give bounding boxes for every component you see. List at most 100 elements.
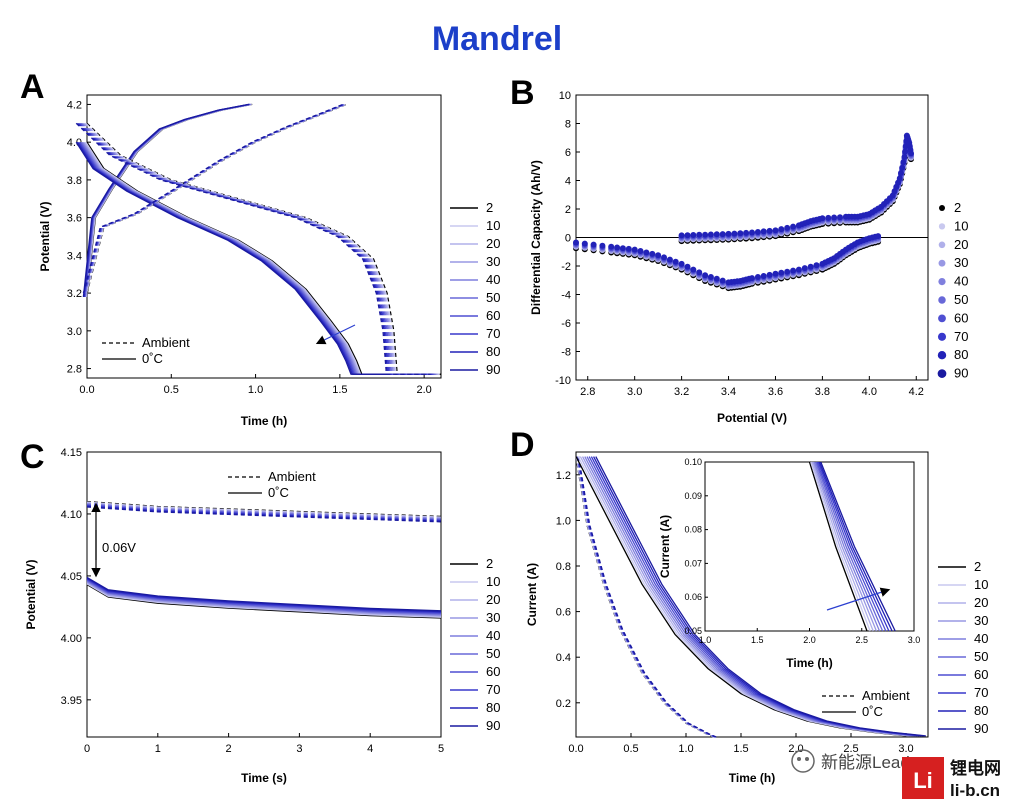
scatter-point-discharge [614,244,621,251]
scatter-point-charge [766,227,773,234]
y-tick-label: 10 [559,90,571,102]
panel-letter-c: C [20,438,45,476]
scatter-point-discharge [684,263,691,270]
series-line-0-c-charge-cycle-2 [85,103,252,297]
panel-letter-a: A [20,68,45,106]
brand-watermark: Li 锂电网 li-b.cn [902,757,1001,800]
x-tick-label: 3.6 [768,386,783,398]
scatter-point-charge [908,150,914,157]
scatter-point-discharge [795,266,802,273]
legend-label: 90 [486,718,500,733]
series-line-ambient-discharge-cycle-0 [86,122,441,375]
scatter-point-discharge [801,265,808,272]
scatter-point-discharge [631,246,638,253]
scatter-point-charge [737,230,744,237]
series-line-0-c-cycle-7 [86,578,442,614]
legend-label: 40 [486,272,500,287]
inset-y-tick-label: 0.10 [684,457,702,467]
legend-marker [938,259,946,267]
inset-x-tick-label: 1.0 [699,635,712,645]
series-line-0-c-charge-cycle-1 [85,103,252,297]
legend-label: 60 [954,310,968,325]
legend-label: 90 [486,362,500,377]
y-tick-label: 4.05 [61,571,82,583]
legend-style-label: 0˚C [142,351,163,366]
series-line-ambient-charge-cycle-1 [85,103,347,294]
x-tick-label: 5 [438,743,444,755]
series-line-0-c-cycle-5 [86,580,442,615]
legend-marker [938,296,946,304]
x-tick-label: 3.0 [898,743,913,755]
scatter-point-discharge [655,252,662,259]
series-line-0-c-cycle-9 [86,576,442,612]
scatter-point-discharge [875,233,882,240]
y-tick-label: 4.15 [61,447,82,459]
scatter-point-discharge [749,275,755,282]
y-tick-label: 6 [565,147,571,159]
series-line-ambient-charge-cycle-0 [86,103,347,294]
legend-label: 40 [954,274,968,289]
legend-label: 10 [954,218,968,233]
legend-label: 80 [974,703,988,718]
legend-marker [937,369,947,378]
x-tick-label: 1.5 [733,743,748,755]
y-tick-label: 3.0 [67,326,82,338]
legend-style-label: Ambient [862,688,910,703]
series-line-0-c-cycle-4 [86,580,442,616]
scatter-point-charge [901,154,908,160]
brand-logo-mark: Li [913,768,933,793]
inset-x-axis-label: Time (h) [786,656,832,670]
inset-series-line-cycle-0 [808,461,868,632]
scatter-point-charge [690,232,697,238]
legend-marker [937,351,947,360]
legend-label: 40 [486,628,500,643]
legend-style-label: Ambient [268,469,316,484]
series-line-0-c-discharge-cycle-6 [79,141,434,375]
legend-style-label: 0˚C [268,485,289,500]
series-line-0-c-discharge-cycle-3 [82,141,438,375]
scatter-point-discharge [672,258,679,265]
x-tick-label: 3.8 [815,386,830,398]
scatter-point-discharge [666,256,673,263]
wechat-eye-icon [797,757,801,761]
legend-label: 50 [486,646,500,661]
y-tick-label: 0.6 [556,607,571,619]
legend-label: 40 [974,631,988,646]
x-axis-label: Time (h) [241,414,287,428]
voltage-gap-annotation: 0.06V [102,540,136,555]
scatter-point-discharge [719,277,726,284]
x-tick-label: 1.0 [678,743,693,755]
legend-marker [938,314,946,323]
y-tick-label: 3.2 [67,288,82,300]
scatter-point-discharge [678,260,685,267]
inset-y-tick-label: 0.09 [684,491,702,501]
legend-style-label: Ambient [142,335,190,350]
trend-arrow [315,324,356,345]
legend-marker [938,223,946,230]
inset-y-tick-label: 0.06 [684,592,702,602]
series-line-0-c-charge-cycle-5 [84,103,251,297]
scatter-point-charge [898,170,904,176]
inset-x-tick-label: 2.5 [855,635,868,645]
x-tick-label: 2.0 [788,743,803,755]
legend-label: 60 [486,308,500,323]
y-tick-label: 1.2 [556,470,571,482]
wechat-eye-icon [805,757,809,761]
series-line-ambient-charge-cycle-7 [83,103,345,294]
series-line-0-c-charge-cycle-0 [86,103,253,297]
inset-series-line-cycle-9 [820,461,896,632]
scatter-point-discharge [772,270,779,277]
y-tick-label: 3.6 [67,213,82,225]
inset-series-line-cycle-5 [815,461,884,632]
legend-label: 80 [486,700,500,715]
series-line-0-c-discharge-cycle-2 [84,141,439,375]
wechat-watermark: 新能源Leader [791,749,925,773]
inset-x-tick-label: 1.5 [751,635,764,645]
series-line-0-c-cycle-3 [86,581,442,617]
wechat-logo-icon [791,749,815,773]
scatter-point-discharge [754,274,761,280]
scatter-point-discharge [778,269,785,276]
legend-label: 10 [486,218,500,233]
y-axis-label: Differential Capacity (Ah/V) [529,160,543,315]
legend-label: 10 [486,574,500,589]
